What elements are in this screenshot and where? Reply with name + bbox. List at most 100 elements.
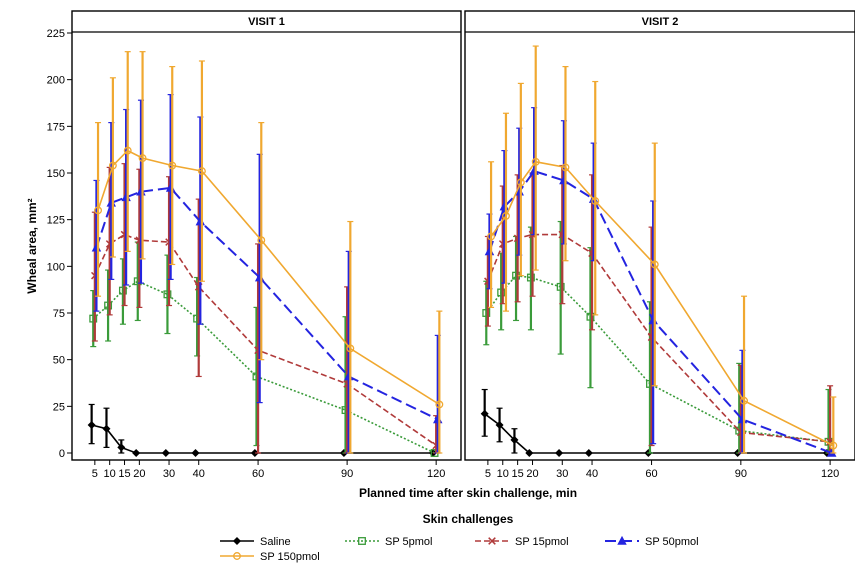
x-tick-label-60: 60 (252, 468, 264, 480)
x-tick-label-15: 15 (118, 468, 130, 480)
data-point (829, 441, 838, 450)
data-point (555, 448, 564, 458)
legend-marker (233, 552, 241, 560)
data-point (584, 448, 593, 458)
y-tick-label-200: 200 (47, 75, 65, 87)
data-point (191, 448, 200, 458)
series-line (490, 160, 834, 447)
x-tick-label-10: 10 (497, 468, 509, 480)
series-sp-150pmol (487, 45, 838, 454)
data-point (94, 206, 102, 215)
x-tick-label-120: 120 (821, 468, 839, 480)
x-tick-label-40: 40 (586, 468, 598, 480)
series-line (487, 233, 831, 443)
x-tick-label-5: 5 (485, 468, 491, 480)
x-tick-label-90: 90 (735, 468, 747, 480)
data-point (482, 309, 491, 317)
data-point (89, 314, 98, 323)
legend-label: Saline (260, 536, 291, 548)
x-tick-label-10: 10 (104, 468, 116, 480)
data-point (257, 236, 266, 245)
data-point (435, 400, 444, 409)
legend-item-saline: Saline (220, 536, 291, 548)
x-tick-label-30: 30 (556, 468, 568, 480)
series-sp-150pmol (94, 51, 444, 454)
data-point (108, 161, 117, 170)
x-tick-label-90: 90 (341, 468, 353, 480)
data-point (487, 232, 496, 241)
data-point (102, 424, 111, 433)
data-point (91, 242, 102, 252)
x-tick-label-60: 60 (645, 468, 657, 480)
data-point (118, 286, 127, 295)
data-point (484, 246, 495, 256)
data-point (480, 409, 489, 418)
series-sp-5pmol (482, 220, 833, 454)
panel-frame (464, 10, 855, 461)
y-axis-label: Wheal area, mm² (25, 198, 39, 293)
x-tick-label-120: 120 (427, 468, 445, 480)
data-point (161, 448, 170, 458)
legend-item-sp-15pmol: SP 15pmol (475, 536, 569, 548)
x-tick-label-20: 20 (133, 468, 145, 480)
error-bar (830, 396, 837, 454)
y-tick-label-50: 50 (53, 355, 65, 367)
panel-title: VISIT 2 (642, 16, 679, 28)
legend-title: Skin challenges (423, 512, 514, 526)
series-line (97, 149, 440, 406)
y-tick-label-225: 225 (47, 28, 65, 40)
series-sp-50pmol (91, 93, 443, 454)
series-line (95, 186, 439, 421)
x-tick-label-30: 30 (163, 468, 175, 480)
error-bar (347, 220, 354, 454)
data-point (168, 161, 177, 170)
x-tick-label-20: 20 (526, 468, 538, 480)
legend-marker (617, 535, 627, 545)
series-line (91, 424, 433, 454)
series-line (94, 233, 437, 447)
data-point (531, 157, 540, 166)
panel-title: VISIT 1 (248, 16, 285, 28)
x-tick-label-5: 5 (92, 468, 98, 480)
data-point (502, 211, 510, 220)
legend: Saline SP 5pmol SP 15pmol SP 50pmol SP 150pm… (220, 535, 699, 563)
data-point (526, 273, 535, 282)
data-point (87, 420, 96, 430)
data-point (591, 197, 600, 205)
y-tick-label-175: 175 (47, 121, 65, 133)
legend-item-sp-5pmol: SP 5pmol (345, 536, 433, 548)
data-point (510, 435, 519, 444)
legend-marker (358, 537, 366, 545)
y-tick-label-0: 0 (59, 448, 65, 460)
data-point (104, 301, 113, 310)
legend-label: SP 50pmol (645, 536, 699, 548)
data-point (132, 448, 141, 458)
data-point (138, 154, 147, 163)
series-sp-5pmol (89, 241, 439, 457)
series-line (92, 280, 435, 454)
panel-frame (71, 10, 462, 461)
data-point (561, 163, 570, 172)
data-point (525, 448, 534, 458)
x-tick-label-40: 40 (193, 468, 205, 480)
series-sp-15pmol (484, 164, 834, 454)
error-bar (436, 310, 443, 454)
series-line (484, 413, 827, 454)
data-point (586, 312, 595, 321)
series-saline (480, 388, 831, 458)
data-point (346, 344, 355, 353)
legend-label: SP 150pmol (260, 551, 320, 563)
data-point (497, 288, 506, 297)
y-tick-label-100: 100 (47, 261, 65, 273)
error-bar (488, 161, 495, 308)
panel-visit-1: VISIT 1 0 25 50 75 100 125 150 175 200 225 5 10 15 20 3… (47, 10, 462, 480)
data-point (163, 290, 172, 299)
series-line (488, 169, 833, 454)
y-tick-label-125: 125 (47, 215, 65, 227)
legend-label: SP 5pmol (385, 536, 433, 548)
data-point (495, 420, 504, 430)
legend-item-sp-50pmol: SP 50pmol (605, 535, 699, 548)
x-axis-label: Planned time after skin challenge, min (359, 486, 577, 500)
